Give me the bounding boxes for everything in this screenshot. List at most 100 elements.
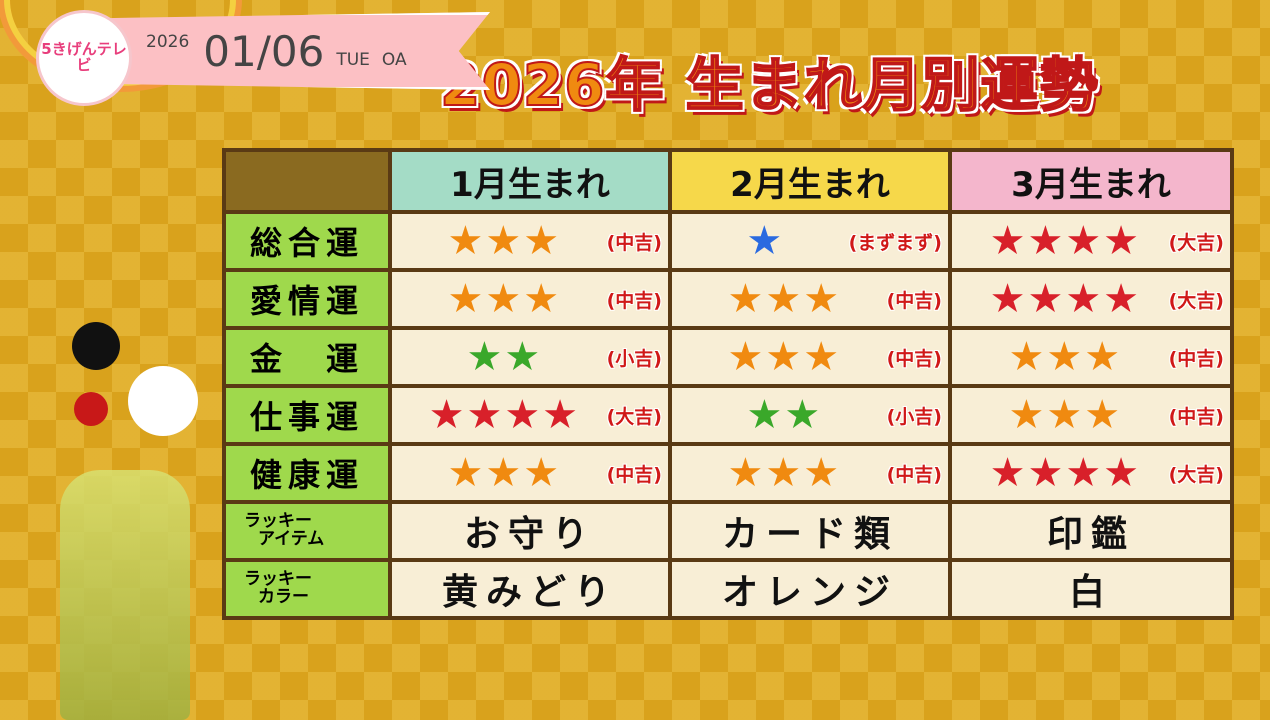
rating-label: (中吉) bbox=[606, 231, 662, 254]
star-rating: ★★★★ bbox=[402, 395, 607, 435]
fortune-row: 愛情運 ★★★ (中吉) ★★★ (中吉) ★★★★ (大吉) bbox=[222, 268, 1234, 330]
rating-label: (大吉) bbox=[1168, 231, 1224, 254]
star-icon: ★ bbox=[1103, 450, 1142, 496]
star-icon: ★ bbox=[989, 450, 1028, 496]
rating-label: (中吉) bbox=[606, 463, 662, 486]
plum-flower-black bbox=[72, 322, 120, 370]
star-icon: ★ bbox=[542, 392, 581, 438]
star-icon: ★ bbox=[504, 392, 543, 438]
star-rating: ★★★★ bbox=[962, 221, 1169, 261]
star-icon: ★ bbox=[1103, 218, 1142, 264]
star-icon: ★ bbox=[447, 218, 486, 264]
star-icon: ★ bbox=[523, 450, 562, 496]
star-rating: ★★ bbox=[682, 395, 887, 435]
row-label: 愛情運 bbox=[222, 268, 392, 330]
star-icon: ★ bbox=[1046, 334, 1085, 380]
star-icon: ★ bbox=[1008, 392, 1047, 438]
star-icon: ★ bbox=[1008, 334, 1047, 380]
fortune-cell: ★★★ (中吉) bbox=[388, 442, 672, 504]
lucky-color-value: 黄みどり bbox=[388, 558, 672, 620]
star-icon: ★ bbox=[523, 276, 562, 322]
rating-label: (大吉) bbox=[1168, 463, 1224, 486]
star-icon: ★ bbox=[989, 218, 1028, 264]
row-label: 仕事運 bbox=[222, 384, 392, 446]
star-icon: ★ bbox=[803, 334, 842, 380]
star-icon: ★ bbox=[746, 218, 785, 264]
star-rating: ★★★ bbox=[682, 453, 887, 493]
date-month-day: 01/06 bbox=[203, 26, 325, 76]
star-icon: ★ bbox=[1065, 276, 1104, 322]
fortune-cell: ★ (まずまず) bbox=[668, 210, 952, 272]
star-icon: ★ bbox=[447, 450, 486, 496]
star-rating: ★★★ bbox=[402, 279, 607, 319]
column-header: 1月生まれ bbox=[388, 148, 672, 214]
date-year: 2026 bbox=[146, 32, 190, 52]
star-icon: ★ bbox=[1084, 334, 1123, 380]
star-rating: ★★★ bbox=[962, 337, 1169, 377]
star-icon: ★ bbox=[485, 276, 524, 322]
fortune-cell: ★★★★ (大吉) bbox=[388, 384, 672, 446]
star-icon: ★ bbox=[765, 334, 804, 380]
star-icon: ★ bbox=[485, 450, 524, 496]
fortune-cell: ★★★ (中吉) bbox=[668, 442, 952, 504]
star-icon: ★ bbox=[1046, 392, 1085, 438]
rating-label: (中吉) bbox=[886, 289, 942, 312]
corner-cell bbox=[222, 148, 392, 214]
star-icon: ★ bbox=[1027, 218, 1066, 264]
lucky-item-value: 印鑑 bbox=[948, 500, 1234, 562]
row-label: 金 運 bbox=[222, 326, 392, 388]
plum-flower-red bbox=[74, 392, 108, 426]
star-rating: ★★★★ bbox=[962, 453, 1169, 493]
star-icon: ★ bbox=[1027, 276, 1066, 322]
star-icon: ★ bbox=[727, 276, 766, 322]
rating-label: (小吉) bbox=[606, 347, 662, 370]
page-title: 2026年 生まれ月別運勢 bbox=[439, 50, 1099, 120]
fortune-cell: ★★★★ (大吉) bbox=[948, 442, 1234, 504]
row-label: 総合運 bbox=[222, 210, 392, 272]
fortune-cell: ★★★★ (大吉) bbox=[948, 268, 1234, 330]
column-header: 2月生まれ bbox=[668, 148, 952, 214]
star-icon: ★ bbox=[765, 450, 804, 496]
star-icon: ★ bbox=[1065, 218, 1104, 264]
star-rating: ★★★ bbox=[962, 395, 1169, 435]
fortune-row: 総合運 ★★★ (中吉) ★ (まずまず) ★★★★ (大吉) bbox=[222, 210, 1234, 272]
rating-label: (中吉) bbox=[606, 289, 662, 312]
rating-label: (中吉) bbox=[886, 463, 942, 486]
star-rating: ★★★ bbox=[402, 221, 607, 261]
lucky-item-row: ラッキー アイテム お守り カード類 印鑑 bbox=[222, 500, 1234, 562]
star-icon: ★ bbox=[1027, 450, 1066, 496]
plum-flower-white bbox=[128, 366, 198, 436]
fortune-row: 仕事運 ★★★★ (大吉) ★★ (小吉) ★★★ (中吉) bbox=[222, 384, 1234, 446]
star-icon: ★ bbox=[784, 392, 823, 438]
star-rating: ★★ bbox=[402, 337, 607, 377]
date-banner: 2026 01/06 TUE OA bbox=[100, 12, 490, 90]
rating-label: (小吉) bbox=[886, 405, 942, 428]
star-icon: ★ bbox=[989, 276, 1028, 322]
kadomatsu-decoration bbox=[60, 470, 190, 720]
star-icon: ★ bbox=[765, 276, 804, 322]
rating-label: (中吉) bbox=[1168, 347, 1224, 370]
rating-label: (大吉) bbox=[606, 405, 662, 428]
date-weekday: TUE bbox=[336, 50, 370, 70]
star-rating: ★★★ bbox=[402, 453, 607, 493]
fortune-cell: ★★★ (中吉) bbox=[668, 268, 952, 330]
channel-logo: 5きげんテレビ bbox=[36, 10, 132, 106]
header-row: 1月生まれ 2月生まれ 3月生まれ bbox=[222, 148, 1234, 214]
column-header: 3月生まれ bbox=[948, 148, 1234, 214]
rating-label: (中吉) bbox=[886, 347, 942, 370]
star-icon: ★ bbox=[1103, 276, 1142, 322]
rating-label: (大吉) bbox=[1168, 289, 1224, 312]
onair-label: OA bbox=[381, 50, 407, 70]
star-icon: ★ bbox=[466, 334, 505, 380]
fortune-row: 金 運 ★★ (小吉) ★★★ (中吉) ★★★ (中吉) bbox=[222, 326, 1234, 388]
star-icon: ★ bbox=[803, 276, 842, 322]
star-icon: ★ bbox=[746, 392, 785, 438]
lucky-color-row: ラッキー カラー 黄みどり オレンジ 白 bbox=[222, 558, 1234, 620]
lucky-item-value: お守り bbox=[388, 500, 672, 562]
star-icon: ★ bbox=[466, 392, 505, 438]
lucky-color-value: 白 bbox=[948, 558, 1234, 620]
star-rating: ★ bbox=[682, 221, 849, 261]
fortune-cell: ★★★ (中吉) bbox=[388, 210, 672, 272]
fortune-table: 1月生まれ 2月生まれ 3月生まれ 総合運 ★★★ (中吉) ★ (まずまず) ★★★★(… bbox=[222, 148, 1234, 620]
star-icon: ★ bbox=[727, 334, 766, 380]
